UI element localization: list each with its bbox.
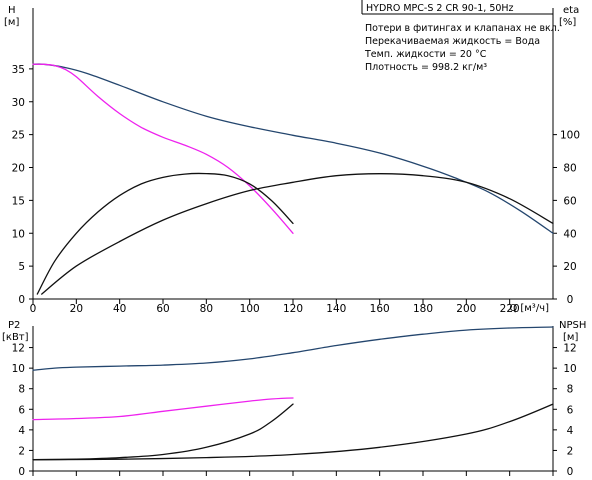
info-line-4: Плотность = 998.2 кг/м³: [365, 62, 487, 73]
bottom-y-left-unit: [кВт]: [2, 332, 29, 343]
top-y-right-label: eta: [563, 5, 579, 16]
y-right-tick-label: 0: [567, 466, 574, 478]
bottom-y-right-label: NPSH: [559, 320, 586, 331]
npsh-total-curve: [32, 403, 554, 461]
bottom-curves: [32, 326, 554, 461]
y-right-tick-label: 20: [563, 261, 576, 273]
x-tick-label: 0: [30, 303, 37, 315]
y-left-tick-label: 4: [18, 425, 25, 437]
info-line-2: Перекачиваемая жидкость = Вода: [365, 36, 540, 47]
top-panel: 0 20 40 60 80 100 120 140 160 180 200 220 051015202…: [4, 0, 580, 315]
y-left-tick-label: 10: [12, 363, 25, 375]
top-y-left-ticks: 0 5 10 15 20 25 30 35: [12, 64, 33, 306]
x-tick-label: 200: [456, 303, 476, 315]
y-left-tick-label: 35: [12, 64, 25, 76]
head-single-curve: [32, 63, 294, 234]
y-left-tick-label: 5: [18, 261, 25, 273]
info-line-1: Потери в фитингах и клапанах не вкл.: [365, 23, 560, 34]
y-left-tick-label: 25: [12, 130, 25, 142]
y-left-tick-label: 20: [12, 163, 25, 175]
y-left-tick-label: 15: [12, 195, 25, 207]
y-right-tick-label: 12: [563, 343, 576, 355]
head-curve: [32, 63, 554, 234]
y-right-tick-label: 4: [567, 425, 574, 437]
eta-total-curve: [41, 173, 554, 295]
y-right-tick-label: 6: [567, 404, 574, 416]
top-x-label: Q [м³/ч]: [509, 303, 549, 314]
chart-title: HYDRO MPC-S 2 CR 90-1, 50Hz: [366, 3, 514, 14]
x-tick-label: 180: [413, 303, 433, 315]
y-right-tick-label: 2: [567, 445, 574, 457]
top-y-left-label: H: [8, 5, 16, 16]
y-right-tick-label: 0: [567, 294, 574, 306]
y-right-tick-label: 100: [560, 130, 580, 142]
x-tick-label: 120: [283, 303, 303, 315]
y-right-tick-label: 40: [563, 228, 576, 240]
y-left-tick-label: 8: [18, 384, 25, 396]
p2-total-curve: [32, 326, 554, 371]
top-y-left-unit: [м]: [4, 17, 19, 28]
x-tick-label: 160: [370, 303, 390, 315]
p2-single-curve: [32, 397, 294, 421]
y-left-tick-label: 2: [18, 445, 25, 457]
bottom-x-ticks: [32, 471, 554, 476]
y-right-tick-label: 8: [567, 384, 574, 396]
npsh-single-curve: [32, 403, 294, 461]
bottom-y-left-ticks: 0 2 4 6 8 10 12: [12, 343, 33, 478]
top-x-ticks: 0 20 40 60 80 100 120 140 160 180 200 220: [30, 299, 520, 315]
y-left-tick-label: 6: [18, 404, 25, 416]
x-tick-label: 140: [326, 303, 346, 315]
top-y-right-unit: [%]: [559, 17, 576, 28]
y-right-tick-label: 60: [563, 195, 576, 207]
x-tick-label: 60: [156, 303, 169, 315]
x-tick-label: 40: [113, 303, 126, 315]
y-left-tick-label: 0: [18, 466, 25, 478]
bottom-y-right-unit: [м]: [563, 332, 578, 343]
y-left-tick-label: 10: [12, 228, 25, 240]
y-left-tick-label: 12: [12, 343, 25, 355]
y-left-tick-label: 0: [18, 294, 25, 306]
top-y-right-ticks: 0 20 40 60 80 100: [553, 130, 580, 306]
x-tick-label: 80: [200, 303, 213, 315]
bottom-y-left-label: P2: [8, 320, 20, 331]
x-tick-label: 20: [70, 303, 83, 315]
eta-single-curve: [36, 172, 294, 295]
y-right-tick-label: 10: [563, 363, 576, 375]
bottom-panel: 0 2 4 6 8 10 12 0 2 4 6 8 10 12 P2 [кВт] NPSH [м]: [2, 320, 586, 478]
x-tick-label: 220: [500, 303, 520, 315]
y-left-tick-label: 30: [12, 97, 25, 109]
bottom-y-right-ticks: 0 2 4 6 8 10 12: [553, 343, 577, 478]
x-tick-label: 100: [240, 303, 260, 315]
y-right-tick-label: 80: [563, 163, 576, 175]
info-line-3: Темп. жидкости = 20 °C: [364, 49, 487, 60]
top-curves: [32, 63, 554, 295]
